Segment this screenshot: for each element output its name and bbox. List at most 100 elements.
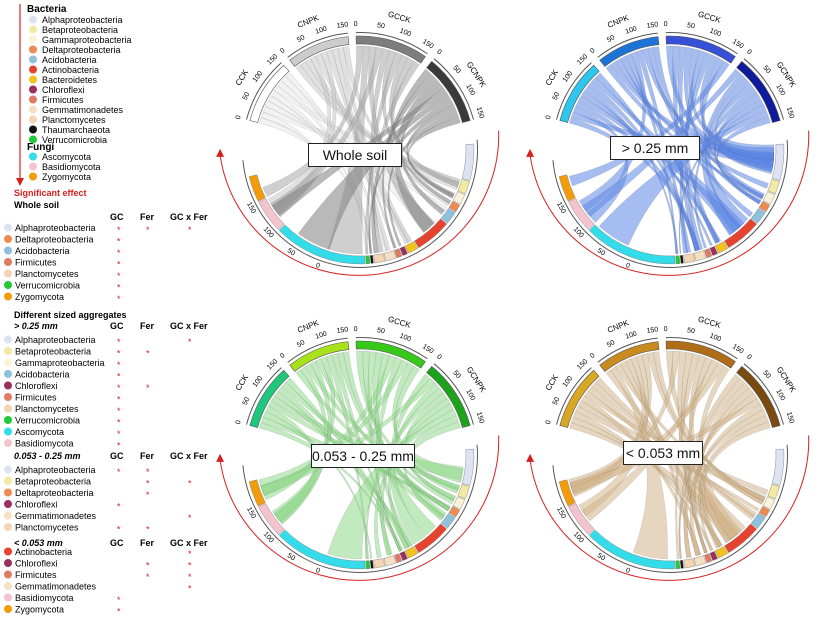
tick-label: 100 — [572, 531, 585, 544]
chord-ribbon — [701, 57, 765, 198]
taxon-sector — [762, 191, 776, 205]
effect-taxon: Planctomycetes — [15, 404, 79, 414]
col-header-gcxfer: GC x Fer — [170, 212, 208, 222]
effect-star-gc: * — [117, 502, 121, 512]
taxon-sector — [704, 553, 713, 564]
effect-star-gc: * — [117, 441, 121, 451]
effect-taxon: Betaproteobacteria — [15, 477, 91, 487]
taxon-sector — [414, 218, 447, 249]
taxon-sector — [771, 143, 785, 181]
col-header-gcxfer: GC x Fer — [170, 451, 208, 461]
col-header-fer: Fer — [140, 212, 155, 222]
tick-label: 100 — [709, 28, 723, 39]
chord-ribbon — [260, 378, 436, 497]
taxon-sector — [399, 551, 408, 561]
taxon-sector — [278, 224, 366, 265]
taxon-sector — [679, 255, 684, 264]
tick-label: 150 — [576, 53, 589, 66]
tick-label: 100 — [399, 28, 413, 39]
taxon-sector — [709, 551, 718, 561]
taxon-sector — [278, 529, 366, 570]
tick-label: 50 — [451, 370, 461, 381]
effect-star-gc: * — [117, 260, 121, 270]
effect-star-fer: * — [146, 525, 150, 535]
treatment-sector — [355, 35, 426, 64]
tick-label: 100 — [562, 375, 575, 389]
effect-star-gc: * — [117, 360, 121, 370]
legend-swatch — [29, 25, 37, 34]
taxon-sector — [414, 523, 447, 554]
effect-taxon: Gemmatimonadetes — [15, 582, 97, 592]
tick-label: 150 — [555, 506, 567, 520]
legend-item: Acidobacteria — [42, 55, 97, 65]
tick-label: 100 — [774, 83, 786, 97]
taxon-sector — [762, 496, 776, 510]
taxon-sector — [373, 253, 386, 264]
chord-ribbon — [702, 421, 771, 548]
tick-label: 150 — [266, 358, 279, 371]
tick-label: 100 — [315, 330, 328, 340]
tick-label: 150 — [555, 201, 567, 215]
effect-swatch — [4, 477, 12, 485]
taxon-sector — [750, 513, 766, 529]
effect-swatch — [4, 511, 12, 520]
taxon-sector — [404, 546, 419, 559]
effect-taxon: Firmicutes — [15, 393, 57, 403]
col-header-fer: Fer — [140, 538, 155, 548]
taxon-sector — [457, 483, 470, 500]
effect-star-gc: * — [117, 225, 121, 235]
effect-star-gc: * — [117, 418, 121, 428]
effect-star-fer: * — [146, 490, 150, 500]
tick-label: 50 — [552, 91, 562, 101]
taxon-sector — [714, 241, 729, 254]
legend-swatch — [29, 115, 37, 124]
effect-taxon: Planctomycetes — [15, 269, 79, 279]
tick-label: 0 — [435, 354, 443, 362]
treatment-label: GCCK — [697, 315, 722, 330]
treatment-label: GCCK — [387, 10, 412, 25]
effect-taxon: Gemmatimonadetes — [15, 511, 97, 521]
taxon-sector — [248, 479, 266, 507]
effect-star-gcxfer: * — [188, 584, 192, 594]
effect-swatch — [4, 488, 12, 497]
tick-label: 50 — [761, 370, 771, 381]
legend-item: Planctomycetes — [42, 115, 106, 125]
tick-label: 50 — [606, 339, 616, 349]
legend-swatch — [29, 135, 37, 144]
taxon-sector — [558, 479, 576, 507]
effect-taxon: Acidobacteria — [15, 370, 70, 380]
tick-label: 0 — [589, 352, 596, 360]
taxon-sector — [750, 208, 766, 224]
effect-star-gc: * — [117, 349, 121, 359]
treatment-sector — [599, 341, 660, 372]
treatment-label: GCCK — [697, 10, 722, 25]
tick-label: 50 — [242, 91, 252, 101]
effect-star-fer: * — [146, 467, 150, 477]
effect-swatch — [4, 269, 12, 278]
treatment-axis — [355, 32, 428, 55]
effect-swatch — [4, 347, 12, 355]
effect-swatch — [4, 258, 12, 266]
legend-swatch — [29, 55, 37, 64]
tick-label: 50 — [376, 327, 385, 335]
tick-label: 150 — [646, 326, 659, 335]
taxon-sector — [399, 246, 408, 256]
effect-star-gcxfer: * — [188, 513, 192, 523]
legend-item: Zygomycota — [42, 172, 91, 182]
chord-ribbon — [367, 351, 402, 552]
effect-taxon: Alphaproteobacteria — [15, 465, 96, 475]
effect-star-gc: * — [117, 237, 121, 247]
tick-label: 0 — [279, 352, 286, 360]
taxon-sector — [461, 448, 475, 486]
effect-taxon: Alphaproteobacteria — [15, 335, 96, 345]
effect-taxon: Chloroflexi — [15, 500, 58, 510]
taxon-sector — [258, 198, 285, 231]
tick-label: 50 — [286, 247, 296, 257]
effect-swatch — [4, 427, 12, 436]
treatment-sector — [559, 369, 600, 428]
legend-item: Verrucomicrobia — [42, 135, 107, 145]
effect-swatch — [4, 416, 12, 424]
legend-item: Chloroflexi — [42, 85, 85, 95]
effect-swatch — [4, 281, 12, 289]
